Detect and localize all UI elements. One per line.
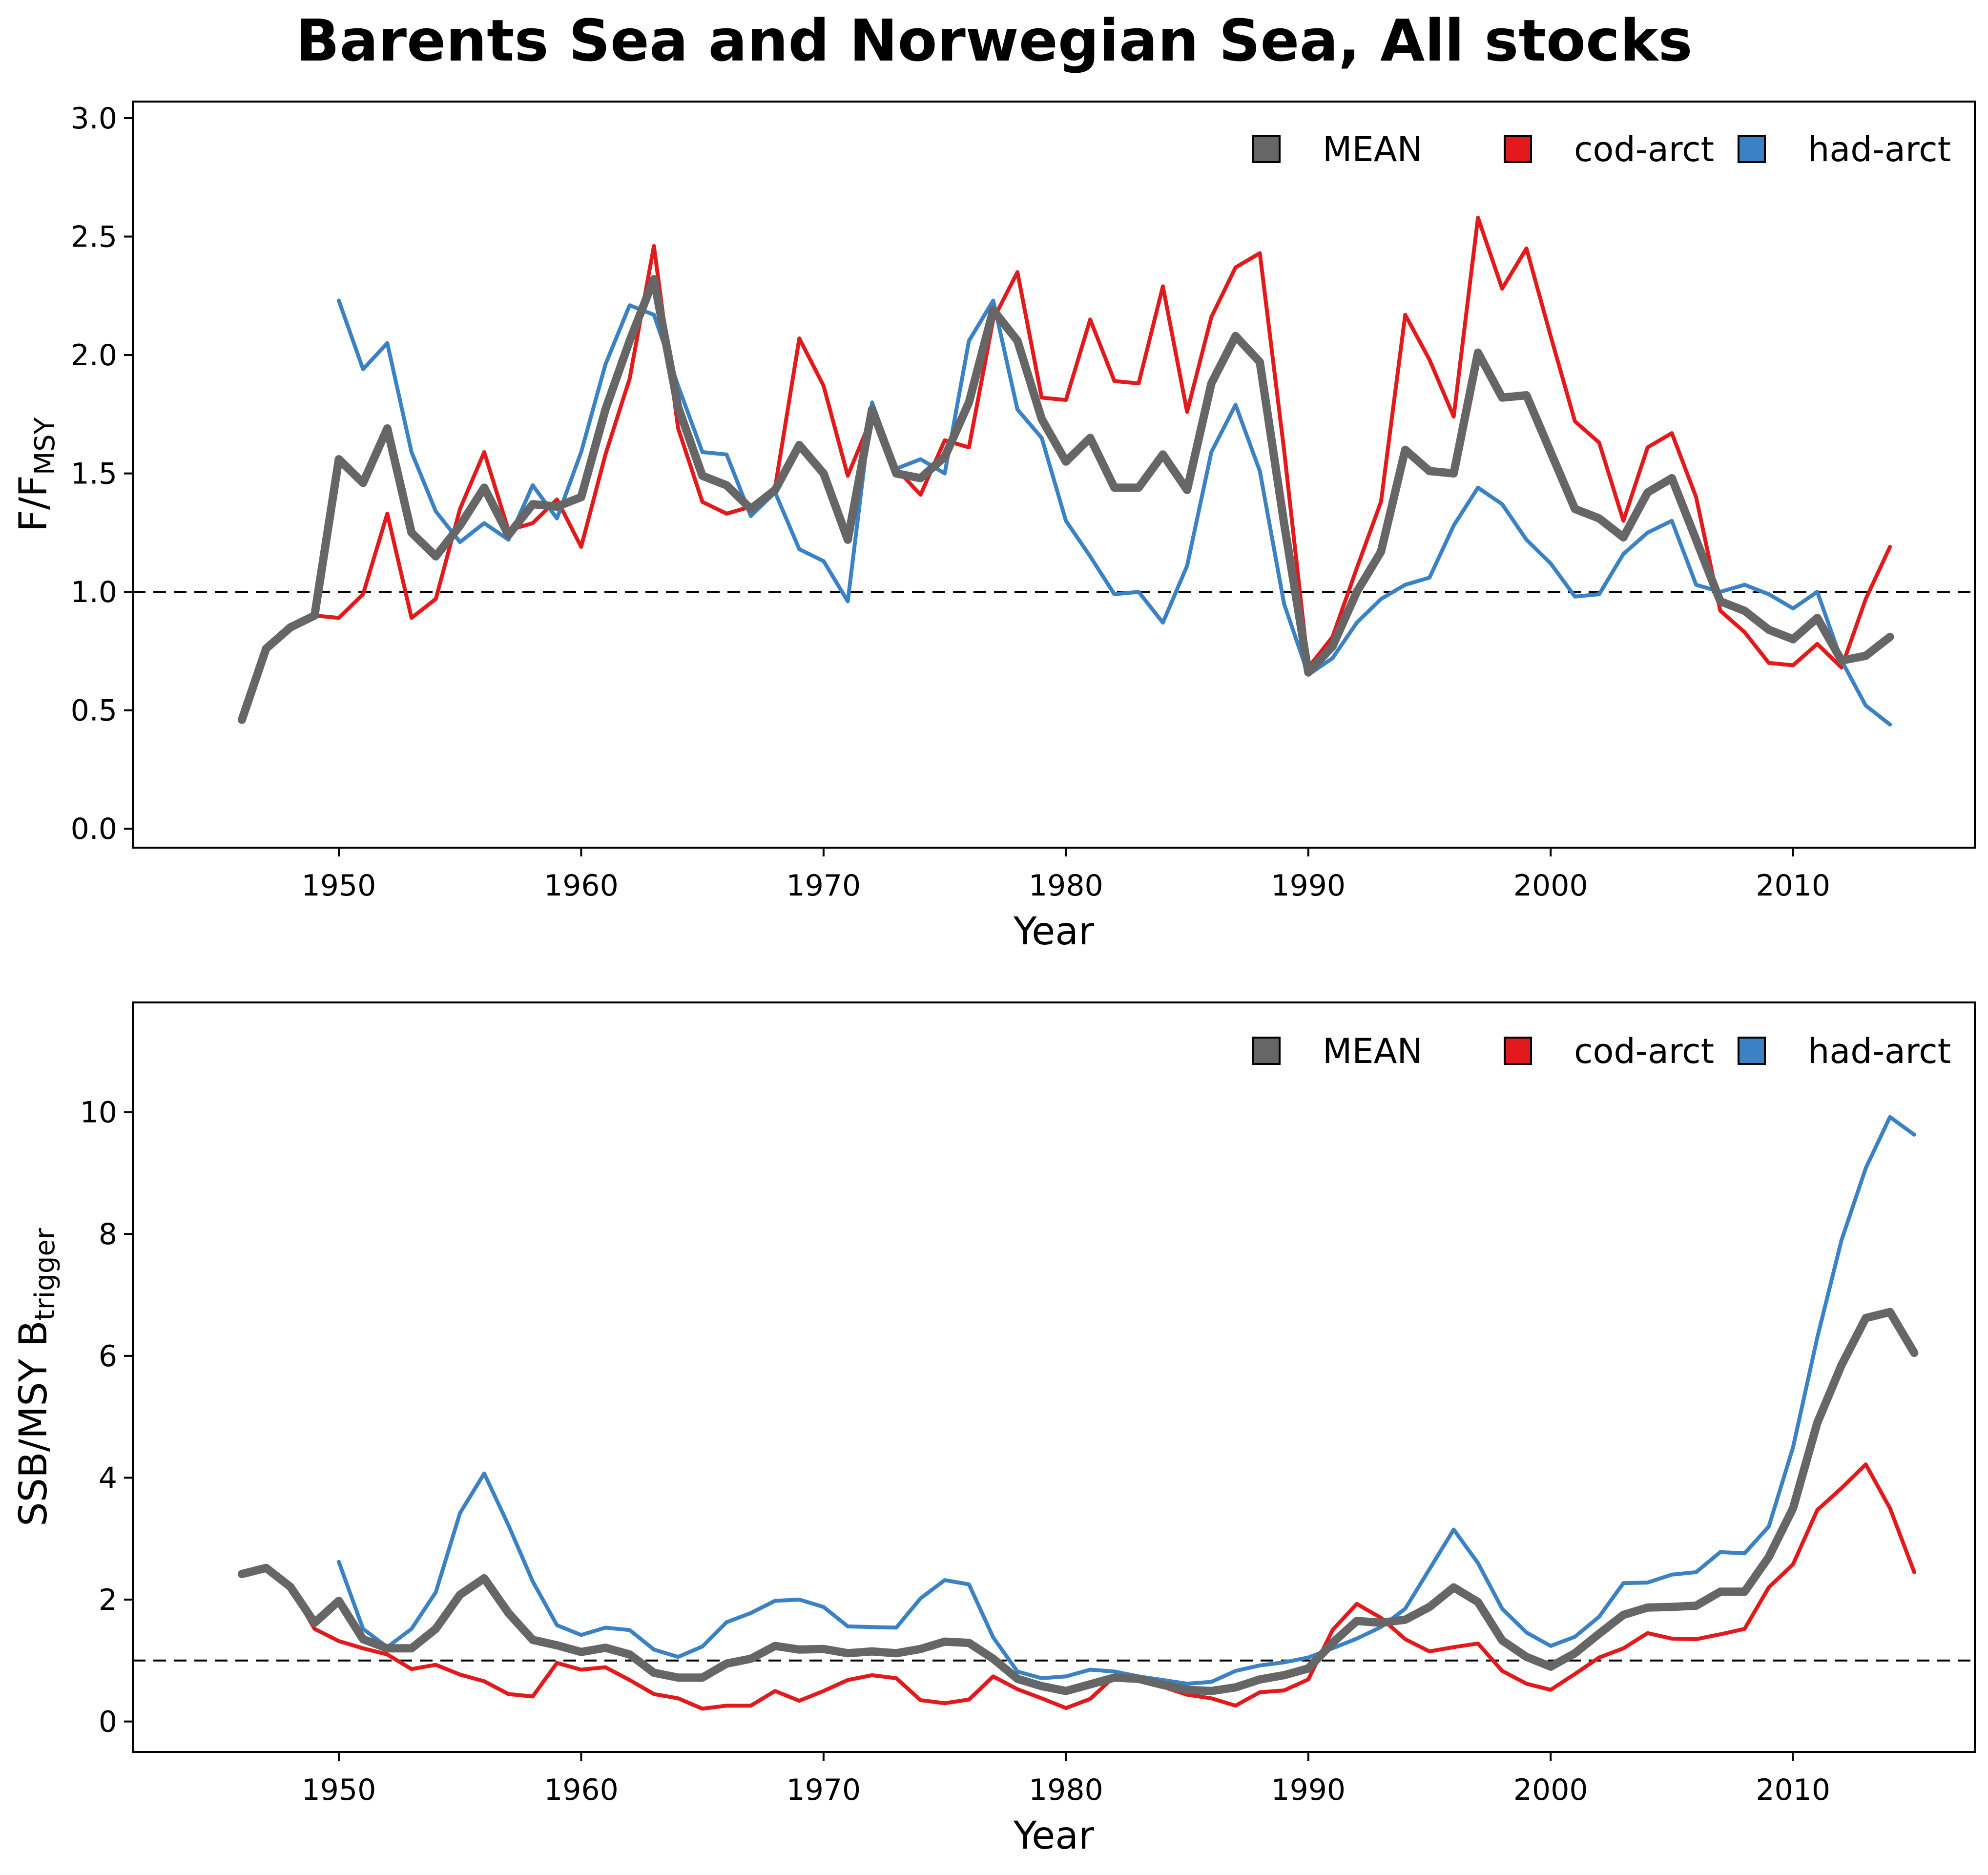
x-tick-label: 1950 (302, 1773, 376, 1807)
x-axis-label: Year (1013, 910, 1095, 954)
legend: MEAN cod-arct had-arct (1252, 1031, 1951, 1071)
y-axis-label: F/FMSY (12, 417, 61, 532)
legend: MEAN cod-arct had-arct (1252, 129, 1951, 169)
x-tick-label: 2010 (1756, 869, 1830, 903)
legend-swatch-cod-arct (1504, 135, 1532, 163)
legend-label-cod-arct: cod-arct (1574, 129, 1714, 169)
figure-title: Barents Sea and Norwegian Sea, All stock… (295, 7, 1693, 74)
plot-frame (132, 101, 1976, 849)
x-tick-label: 1970 (787, 1773, 861, 1807)
y-tick-label: 2.0 (71, 338, 117, 373)
series-line-mean (237, 1308, 1919, 1695)
legend-swatch-mean (1252, 1037, 1281, 1065)
series-line-cod-arct (240, 1462, 1916, 1711)
y-tick-label: 1.0 (71, 575, 117, 609)
y-tick-label: 2.5 (71, 220, 117, 254)
y-tick-label: 3.0 (71, 102, 117, 136)
x-tick-label: 1980 (1029, 1773, 1103, 1807)
plot-frame (132, 1001, 1976, 1753)
y-tick-label: 6 (99, 1339, 117, 1374)
legend-swatch-had-arct (1738, 135, 1766, 163)
series-line-mean (237, 275, 1894, 724)
x-tick-label: 1980 (1029, 869, 1103, 903)
legend-label-cod-arct: cod-arct (1574, 1031, 1714, 1071)
legend-swatch-had-arct (1738, 1037, 1766, 1065)
x-tick-label: 2010 (1756, 1773, 1830, 1807)
x-tick-label: 1960 (544, 1773, 619, 1807)
x-tick-label: 1970 (787, 869, 861, 903)
y-tick-label: 1.5 (71, 457, 117, 491)
series-line-had-arct (337, 298, 1892, 727)
chart-panel-2: 0 2 4 6 8 10 1950 1960 1970 1980 1990 2000 2010 Year S… (12, 1001, 1976, 1858)
series-line-cod-arct (240, 215, 1892, 722)
x-tick-label: 1960 (544, 869, 619, 903)
series-line-had-arct (337, 1115, 1916, 1686)
y-tick-label: 2 (99, 1583, 117, 1617)
legend-label-mean: MEAN (1323, 129, 1423, 169)
x-tick-label: 1990 (1271, 1773, 1346, 1807)
y-tick-label: 0 (99, 1705, 117, 1739)
legend-label-mean: MEAN (1323, 1031, 1423, 1071)
y-tick-label: 10 (80, 1096, 117, 1130)
chart-panel-1: 0.0 0.5 1.0 1.5 2.0 2.5 3.0 1950 1960 1970 1980 199… (12, 101, 1976, 954)
legend-label-had-arct: had-arct (1808, 1031, 1951, 1071)
legend-swatch-cod-arct (1504, 1037, 1532, 1065)
x-tick-label: 1990 (1271, 869, 1346, 903)
x-tick-label: 2000 (1513, 869, 1588, 903)
y-axis-label: SSB/MSY Btrigger (12, 1228, 61, 1526)
y-tick-label: 8 (99, 1217, 117, 1251)
legend-label-had-arct: had-arct (1808, 129, 1951, 169)
y-tick-label: 0.5 (71, 694, 117, 728)
y-tick-label: 0.0 (71, 812, 117, 846)
y-tick-label: 4 (99, 1461, 117, 1495)
legend-swatch-mean (1252, 135, 1281, 163)
x-tick-label: 1950 (302, 869, 376, 903)
x-tick-label: 2000 (1513, 1773, 1588, 1807)
x-axis-label: Year (1013, 1814, 1095, 1858)
